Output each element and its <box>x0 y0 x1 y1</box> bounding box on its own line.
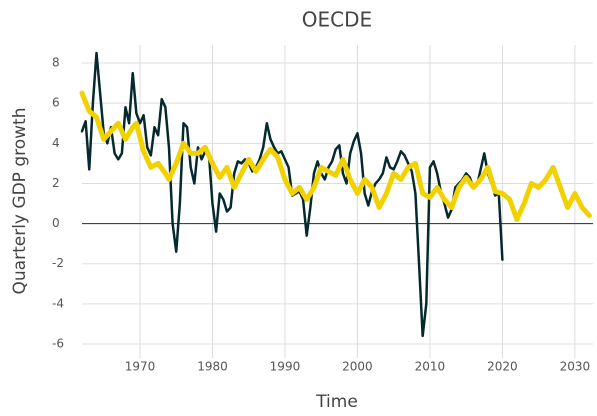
chart-title: OECDE <box>302 8 372 32</box>
y-tick-label: -2 <box>52 256 64 270</box>
x-tick-label: 1970 <box>125 360 156 374</box>
y-tick-label: 4 <box>52 136 60 150</box>
y-tick-label: -4 <box>52 296 64 310</box>
x-tick-label: 2010 <box>415 360 446 374</box>
x-tick-label: 1990 <box>270 360 301 374</box>
y-tick-label: -6 <box>52 336 64 350</box>
y-axis-label: Quarterly GDP growth <box>10 108 30 295</box>
y-tick-label: 2 <box>52 176 60 190</box>
series-line <box>79 90 592 223</box>
y-tick-label: 0 <box>52 216 60 230</box>
x-axis-label: Time <box>315 392 358 412</box>
y-tick-label: 6 <box>52 96 60 110</box>
x-tick-label: 1980 <box>197 360 228 374</box>
x-tick-label: 2000 <box>342 360 373 374</box>
x-tick-label: 2030 <box>560 360 591 374</box>
x-tick-label: 2020 <box>487 360 518 374</box>
y-tick-label: 8 <box>52 56 60 70</box>
